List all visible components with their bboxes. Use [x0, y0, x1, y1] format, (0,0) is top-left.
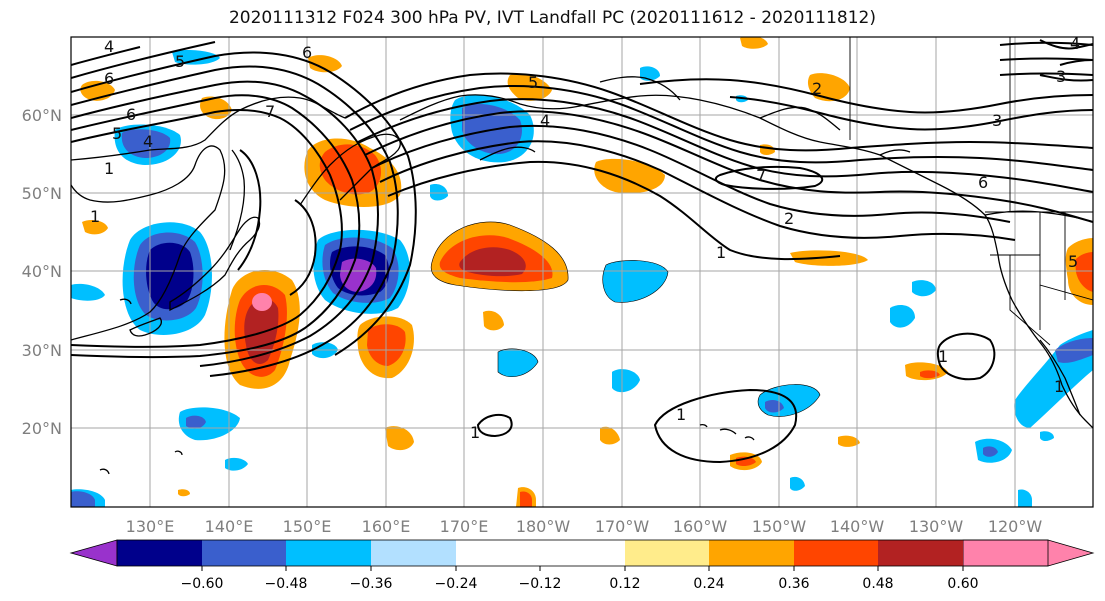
contour-label: 1 — [470, 423, 480, 442]
latitude-labels: 60°N 50°N 40°N 30°N 20°N — [22, 106, 62, 438]
lon-label: 140°E — [205, 517, 254, 536]
lat-label: 30°N — [22, 341, 62, 360]
lon-label: 180°W — [516, 517, 571, 536]
lon-label: 150°E — [283, 517, 332, 536]
contour-label: 2 — [784, 209, 794, 228]
colorbar-tick-label: −0.48 — [265, 576, 308, 592]
longitude-labels: 130°E 140°E 150°E 160°E 170°E 180°W 170°… — [126, 517, 1043, 536]
colorbar-segment — [286, 540, 371, 566]
colorbar-right-extension — [962, 539, 1095, 567]
colorbar: −0.60 −0.48 −0.36 −0.24 −0.12 0.12 0.24 … — [69, 539, 1095, 592]
colorbar-tick-label: 0.36 — [778, 576, 809, 592]
contour-label: 1 — [90, 207, 100, 226]
contour-label: 4 — [1070, 34, 1080, 53]
lon-label: 120°W — [988, 517, 1043, 536]
colorbar-tick-label: 0.12 — [609, 576, 640, 592]
contour-label: 4 — [540, 111, 550, 130]
political-borders — [849, 37, 1093, 346]
contour-label: 1 — [1054, 377, 1064, 396]
lon-label: 140°W — [830, 517, 885, 536]
lon-label: 170°W — [595, 517, 650, 536]
contour-label: 1 — [938, 347, 948, 366]
lon-label: 150°W — [752, 517, 807, 536]
colorbar-tick-label: −0.60 — [181, 576, 224, 592]
colorbar-segment — [709, 540, 794, 566]
contour-label: 5 — [112, 124, 122, 143]
colorbar-segment — [456, 540, 540, 566]
positive-anomaly-fills — [80, 37, 1093, 507]
contour-label: 7 — [756, 166, 766, 185]
colorbar-segment — [794, 540, 878, 566]
colorbar-segment — [371, 540, 456, 566]
lon-label: 170°E — [440, 517, 489, 536]
colorbar-segment — [540, 540, 625, 566]
contour-label: 5 — [1068, 252, 1078, 271]
lon-label: 160°W — [673, 517, 728, 536]
fill-outlines — [430, 221, 821, 417]
colorbar-segment — [625, 540, 709, 566]
contour-label: 6 — [126, 105, 136, 124]
lat-label: 40°N — [22, 262, 62, 281]
contour-label: 3 — [1056, 67, 1066, 86]
contour-label: 1 — [676, 405, 686, 424]
pv-contours — [71, 39, 1093, 464]
lat-label: 20°N — [22, 419, 62, 438]
contour-label: 1 — [104, 159, 114, 178]
contour-label: 6 — [978, 173, 988, 192]
colorbar-tick-label: 0.48 — [862, 576, 893, 592]
contour-label: 3 — [992, 111, 1002, 130]
colorbar-tick-label: −0.24 — [435, 576, 478, 592]
colorbar-segment — [202, 540, 286, 566]
colorbar-tick-label: 0.60 — [947, 576, 978, 592]
lat-label: 50°N — [22, 184, 62, 203]
contour-label: 6 — [104, 69, 114, 88]
colorbar-tick-label: −0.36 — [350, 576, 393, 592]
colorbar-segment — [878, 540, 963, 566]
contour-label: 1 — [716, 243, 726, 262]
contour-label: 5 — [175, 52, 185, 71]
map-title: 2020111312 F024 300 hPa PV, IVT Landfall… — [228, 8, 876, 28]
map-frame — [70, 36, 1094, 508]
lon-label: 130°W — [909, 517, 964, 536]
colorbar-left-extension — [69, 539, 118, 567]
contour-label: 2 — [812, 79, 822, 98]
contour-label-group: 4 5 6 6 5 4 1 1 7 6 5 4 7 2 1 1 1 1 2 3 … — [90, 34, 1080, 442]
colorbar-segment — [117, 540, 202, 566]
contour-label: 4 — [104, 37, 114, 56]
colorbar-tick-label: 0.24 — [693, 576, 724, 592]
colorbar-outline — [116, 539, 1049, 567]
lon-label: 130°E — [126, 517, 175, 536]
contour-label: 6 — [302, 43, 312, 62]
map-content: 4 5 6 6 5 4 1 1 7 6 5 4 7 2 1 1 1 1 2 3 … — [71, 34, 1093, 507]
contour-label: 4 — [143, 132, 153, 151]
lat-label: 60°N — [22, 106, 62, 125]
lon-label: 160°E — [362, 517, 411, 536]
contour-label: 7 — [265, 102, 275, 121]
contour-label: 5 — [528, 73, 538, 92]
colorbar-tick-label: −0.12 — [519, 576, 562, 592]
